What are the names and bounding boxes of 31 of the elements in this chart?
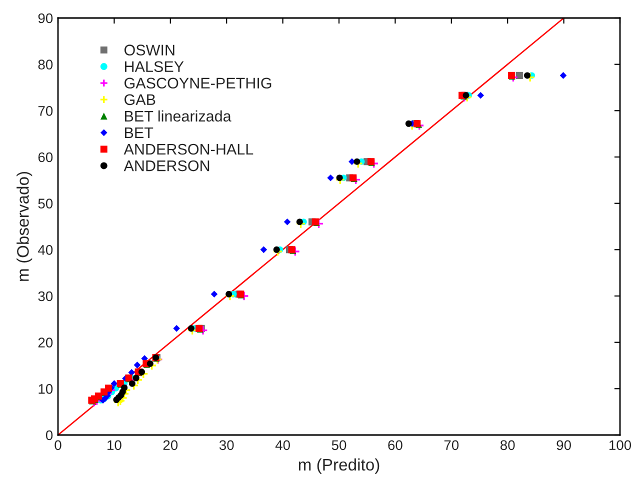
y-tick-label: 90 <box>38 13 53 24</box>
x-tick-label: 80 <box>500 440 515 450</box>
y-tick-label: 70 <box>38 106 53 116</box>
legend-label: ANDERSON <box>124 160 210 172</box>
y-tick-label: 50 <box>38 198 53 209</box>
x-tick-label: 30 <box>219 440 234 450</box>
legend-label: HALSEY <box>125 61 184 72</box>
x-axis-title: m (Predito) <box>298 458 380 474</box>
x-tick-label: 10 <box>108 440 122 450</box>
y-tick-label: 30 <box>38 291 53 302</box>
x-tick-label: 20 <box>163 440 178 450</box>
legend-label: ANDERSON-HALL <box>124 144 254 155</box>
y-tick-label: 40 <box>38 245 53 255</box>
x-tick-label: 60 <box>388 440 402 450</box>
x-tick-label: 0 <box>54 440 62 450</box>
y-axis-title: m (Observado) <box>16 172 32 281</box>
legend-label: GAB <box>124 94 156 106</box>
x-tick-label: 90 <box>556 440 571 450</box>
y-tick-label: 80 <box>38 60 53 70</box>
x-tick-label: 70 <box>444 440 459 450</box>
y-tick-label: 0 <box>46 430 53 440</box>
legend-label: OSWIN <box>124 44 174 56</box>
x-tick-label: 50 <box>332 440 346 450</box>
x-tick-label: 40 <box>275 440 290 450</box>
y-tick-label: 60 <box>38 152 53 162</box>
y-tick-label: 20 <box>38 338 53 348</box>
legend-label: GASCOYNE-PETHIG <box>124 78 272 89</box>
x-tick-label: 100 <box>609 440 632 450</box>
legend-label: BET linearizada <box>125 110 232 122</box>
legend-label: BET <box>125 127 154 138</box>
y-tick-label: 10 <box>38 384 53 394</box>
